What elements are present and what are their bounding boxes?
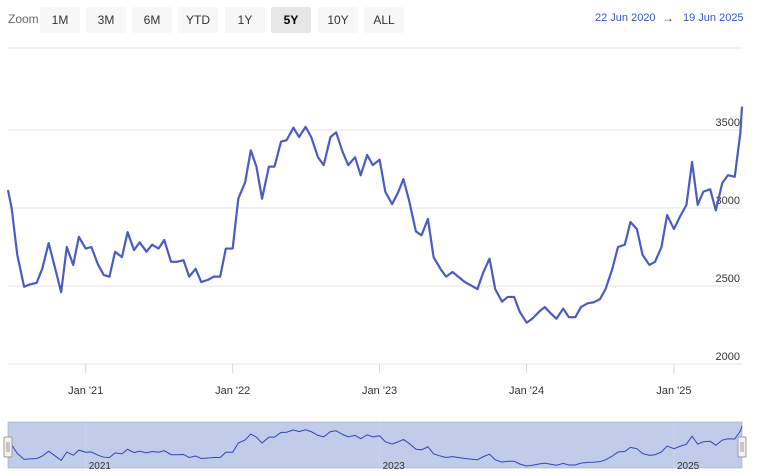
zoom-button[interactable]: YTD [178,7,218,33]
x-tick-label: Jan '22 [215,385,250,397]
y-tick-label: 2000 [716,351,740,363]
y-tick-label: 3000 [716,195,740,207]
x-tick-label: Jan '25 [656,385,691,397]
zoom-button[interactable]: 10Y [318,7,358,33]
navigator-handle[interactable] [3,436,13,458]
price-line [6,106,744,324]
x-tick-label: Jan '23 [362,385,397,397]
zoom-button[interactable]: 5Y [271,7,311,33]
range-arrow: → [662,11,674,25]
range-from[interactable]: 22 Jun 2020 [595,12,656,24]
y-tick-label: 2500 [716,273,740,285]
navigator-label: 2021 [89,461,112,472]
navigator-mask[interactable] [8,422,742,468]
zoom-button[interactable]: ALL [364,7,404,33]
navigator-label: 2023 [383,461,406,472]
navigator-label: 2025 [677,461,700,472]
zoom-label: Zoom [8,12,39,26]
navigator-handle[interactable] [737,436,747,458]
range-to[interactable]: 19 Jun 2025 [683,12,744,24]
x-tick-label: Jan '21 [68,385,103,397]
zoom-button[interactable]: 1Y [225,7,265,33]
toolbar: Zoom 22 Jun 2020 → 19 Jun 2025 1M 3M 6M YTD… [0,0,766,40]
x-tick-label: Jan '24 [509,385,544,397]
navigator-line [7,425,743,467]
y-tick-label: 3500 [716,117,740,129]
zoom-button[interactable]: 1M [40,7,80,33]
zoom-button[interactable]: 3M [86,7,126,33]
zoom-button[interactable]: 6M [132,7,172,33]
